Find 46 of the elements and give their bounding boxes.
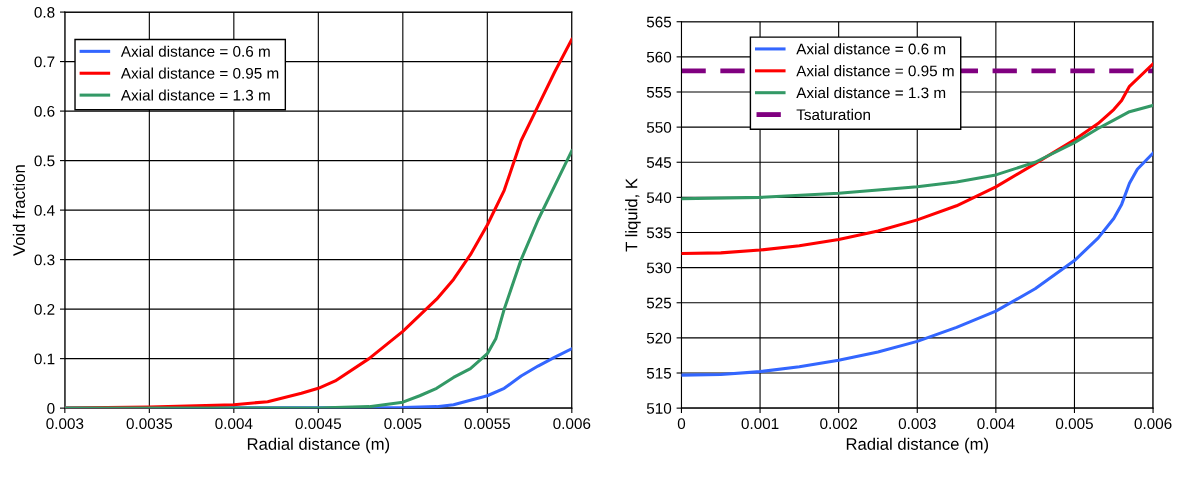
- x-tick-label: 0.0045: [295, 418, 342, 430]
- y-tick-label: 0.8: [34, 6, 55, 18]
- x-tick-label: 0.006: [1134, 418, 1172, 430]
- legend-label: Axial distance = 0.6 m: [120, 45, 270, 57]
- x-tick-label: 0.0035: [126, 418, 173, 430]
- legend-label: Tsaturation: [796, 108, 870, 121]
- x-tick-label: 0.003: [46, 418, 84, 430]
- x-tick-label: 0: [677, 418, 686, 430]
- y-tick-label: 0.1: [34, 353, 55, 365]
- y-tick-label: 545: [646, 157, 672, 168]
- x-tick-label: 0.0055: [464, 418, 511, 430]
- x-tick-label: 0.006: [553, 418, 591, 430]
- y-tick-label: 0.7: [34, 56, 55, 68]
- x-tick-label: 0.001: [741, 418, 779, 430]
- legend-label: Axial distance = 1.3 m: [120, 89, 270, 101]
- y-tick-label: 540: [646, 192, 672, 204]
- y-tick-label: 0.3: [34, 254, 55, 266]
- y-tick-label: 0.2: [34, 303, 55, 315]
- y-tick-label: 560: [646, 51, 672, 63]
- y-tick-label: 515: [646, 368, 672, 379]
- y-axis-title: Void fraction: [12, 165, 26, 256]
- y-tick-label: 535: [646, 227, 672, 239]
- y-tick-label: 0.6: [34, 105, 55, 117]
- y-tick-label: 530: [646, 262, 672, 274]
- y-tick-label: 555: [646, 87, 672, 98]
- y-tick-label: 0: [47, 403, 55, 414]
- x-tick-label: 0.005: [384, 418, 422, 430]
- y-tick-label: 565: [646, 16, 672, 28]
- x-tick-label: 0.004: [977, 418, 1015, 430]
- x-axis-title: Radial distance (m): [247, 437, 390, 454]
- x-axis-title: Radial distance (m): [846, 437, 989, 454]
- x-tick-label: 0.005: [1055, 418, 1093, 430]
- y-tick-label: 510: [646, 403, 672, 414]
- legend-label: Axial distance = 0.6 m: [796, 43, 946, 55]
- legend-label: Axial distance = 0.95 m: [796, 65, 954, 77]
- y-tick-label: 550: [646, 121, 672, 133]
- legend-label: Axial distance = 1.3 m: [796, 86, 946, 99]
- y-tick-label: 520: [646, 332, 672, 344]
- x-tick-label: 0.002: [820, 418, 858, 430]
- legend-label: Axial distance = 0.95 m: [120, 67, 279, 79]
- y-axis-title: T liquid, K: [625, 178, 641, 252]
- x-tick-label: 0.003: [898, 418, 936, 430]
- y-tick-label: 0.5: [34, 155, 55, 167]
- y-tick-label: 525: [646, 297, 672, 309]
- y-tick-label: 0.4: [34, 204, 55, 216]
- x-tick-label: 0.004: [215, 418, 253, 430]
